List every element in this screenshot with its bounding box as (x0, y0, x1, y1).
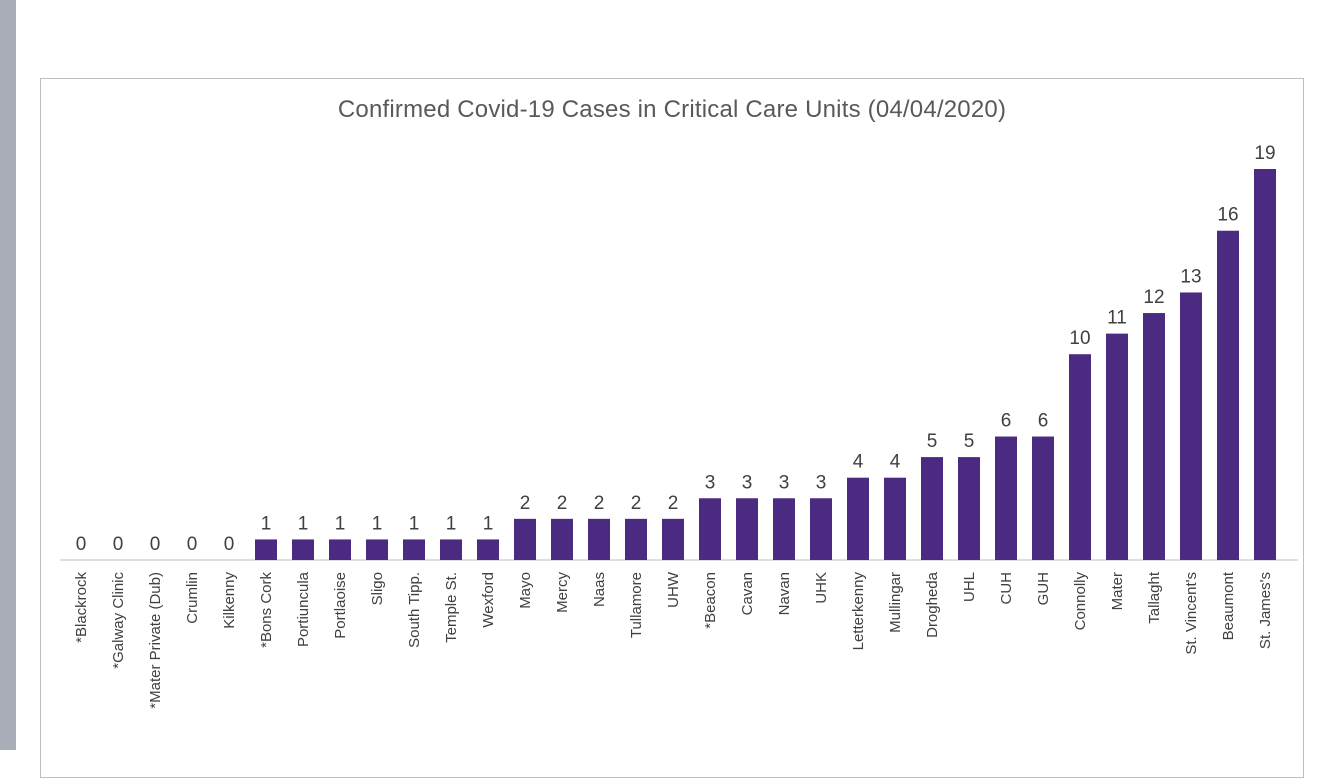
x-tick-label-4: Kilkenny (221, 572, 238, 629)
bar-22 (884, 477, 906, 560)
x-tick-label-12: Mayo (517, 572, 534, 609)
data-label-20: 3 (816, 472, 827, 493)
bar-13 (551, 518, 573, 560)
bar-19 (773, 498, 795, 560)
x-tick-label-20: UHK (813, 572, 830, 604)
bar-12 (514, 518, 536, 560)
x-tick-label-18: Cavan (739, 572, 756, 615)
data-label-7: 1 (335, 513, 346, 534)
x-tick-label-27: Connolly (1072, 572, 1089, 631)
bar-21 (847, 477, 869, 560)
data-label-25: 6 (1001, 411, 1012, 432)
x-tick-label-11: Wexford (480, 572, 497, 628)
x-tick-label-17: *Beacon (702, 572, 719, 629)
data-label-12: 2 (520, 493, 531, 514)
data-label-19: 3 (779, 472, 790, 493)
data-label-0: 0 (76, 534, 87, 555)
data-label-18: 3 (742, 472, 753, 493)
bar-25 (995, 436, 1017, 560)
data-label-17: 3 (705, 472, 716, 493)
chart-frame (40, 78, 1304, 778)
bar-20 (810, 498, 832, 560)
bar-29 (1143, 313, 1165, 560)
bar-31 (1217, 230, 1239, 560)
x-tick-label-8: Sligo (369, 572, 386, 605)
x-tick-label-7: Portlaoise (332, 572, 349, 639)
bar-8 (366, 539, 388, 560)
x-tick-label-32: St. James's (1257, 572, 1274, 649)
x-tick-label-9: South Tipp. (406, 572, 423, 648)
x-tick-label-10: Temple St. (443, 572, 460, 643)
bar-18 (736, 498, 758, 560)
x-tick-label-25: CUH (998, 572, 1015, 605)
x-tick-label-1: *Galway Clinic (110, 572, 127, 669)
x-tick-label-23: Drogheda (924, 571, 941, 638)
data-label-13: 2 (557, 493, 568, 514)
data-label-32: 19 (1254, 143, 1275, 164)
x-tick-label-24: UHL (961, 572, 978, 602)
x-tick-label-0: *Blackrock (73, 572, 90, 643)
data-label-28: 11 (1107, 308, 1127, 329)
x-tick-label-29: Tallaght (1146, 571, 1163, 624)
bar-5 (255, 539, 277, 560)
data-label-26: 6 (1038, 411, 1049, 432)
data-label-27: 10 (1069, 328, 1090, 349)
data-label-6: 1 (298, 513, 309, 534)
x-tick-label-5: *Bons Cork (258, 572, 275, 648)
left-edge-strip (0, 0, 16, 750)
data-label-21: 4 (853, 452, 864, 473)
x-tick-label-6: Portiuncula (295, 571, 312, 647)
data-label-23: 5 (927, 431, 938, 452)
bar-30 (1180, 292, 1202, 560)
bar-27 (1069, 354, 1091, 560)
chart-title: Confirmed Covid-19 Cases in Critical Car… (337, 96, 1007, 123)
data-label-22: 4 (890, 452, 901, 473)
bar-7 (329, 539, 351, 560)
data-label-5: 1 (261, 513, 272, 534)
bar-17 (699, 498, 721, 560)
bar-28 (1106, 333, 1128, 560)
bar-23 (921, 457, 943, 560)
x-tick-label-15: Tullamore (628, 572, 645, 638)
data-label-29: 12 (1143, 287, 1164, 308)
x-tick-label-28: Mater (1109, 572, 1126, 610)
data-label-10: 1 (446, 513, 457, 534)
x-tick-label-16: UHW (665, 571, 682, 608)
data-label-4: 0 (224, 534, 235, 555)
data-label-16: 2 (668, 493, 679, 514)
data-label-8: 1 (372, 513, 383, 534)
data-label-30: 13 (1180, 266, 1201, 287)
x-tick-label-14: Naas (591, 572, 608, 607)
x-tick-label-21: Letterkenny (850, 572, 867, 651)
data-label-2: 0 (150, 534, 161, 555)
data-label-3: 0 (187, 534, 198, 555)
data-label-11: 1 (483, 513, 494, 534)
x-tick-label-30: St. Vincent's (1183, 572, 1200, 655)
x-tick-label-26: GUH (1035, 572, 1052, 605)
bar-16 (662, 518, 684, 560)
bar-6 (292, 539, 314, 560)
data-label-24: 5 (964, 431, 975, 452)
data-label-1: 0 (113, 534, 124, 555)
x-tick-label-22: Mullingar (887, 572, 904, 633)
data-label-14: 2 (594, 493, 605, 514)
data-label-9: 1 (409, 513, 420, 534)
x-tick-label-3: Crumlin (184, 572, 201, 624)
bar-26 (1032, 436, 1054, 560)
data-label-31: 16 (1217, 205, 1238, 226)
bar-24 (958, 457, 980, 560)
x-tick-label-19: Navan (776, 572, 793, 615)
bar-9 (403, 539, 425, 560)
x-tick-label-13: Mercy (554, 572, 571, 613)
bar-10 (440, 539, 462, 560)
x-tick-label-31: Beaumont (1220, 571, 1237, 640)
x-tick-label-2: *Mater Private (Dub) (147, 572, 164, 709)
bar-15 (625, 518, 647, 560)
bar-chart: 0 0 0 0 01 1 1 1 1 1 12 2 2 2 23 3 3 34 45 56 6101112131619 … (60, 143, 1298, 709)
bar-11 (477, 539, 499, 560)
bar-32 (1254, 169, 1276, 560)
bar-14 (588, 518, 610, 560)
data-label-15: 2 (631, 493, 642, 514)
